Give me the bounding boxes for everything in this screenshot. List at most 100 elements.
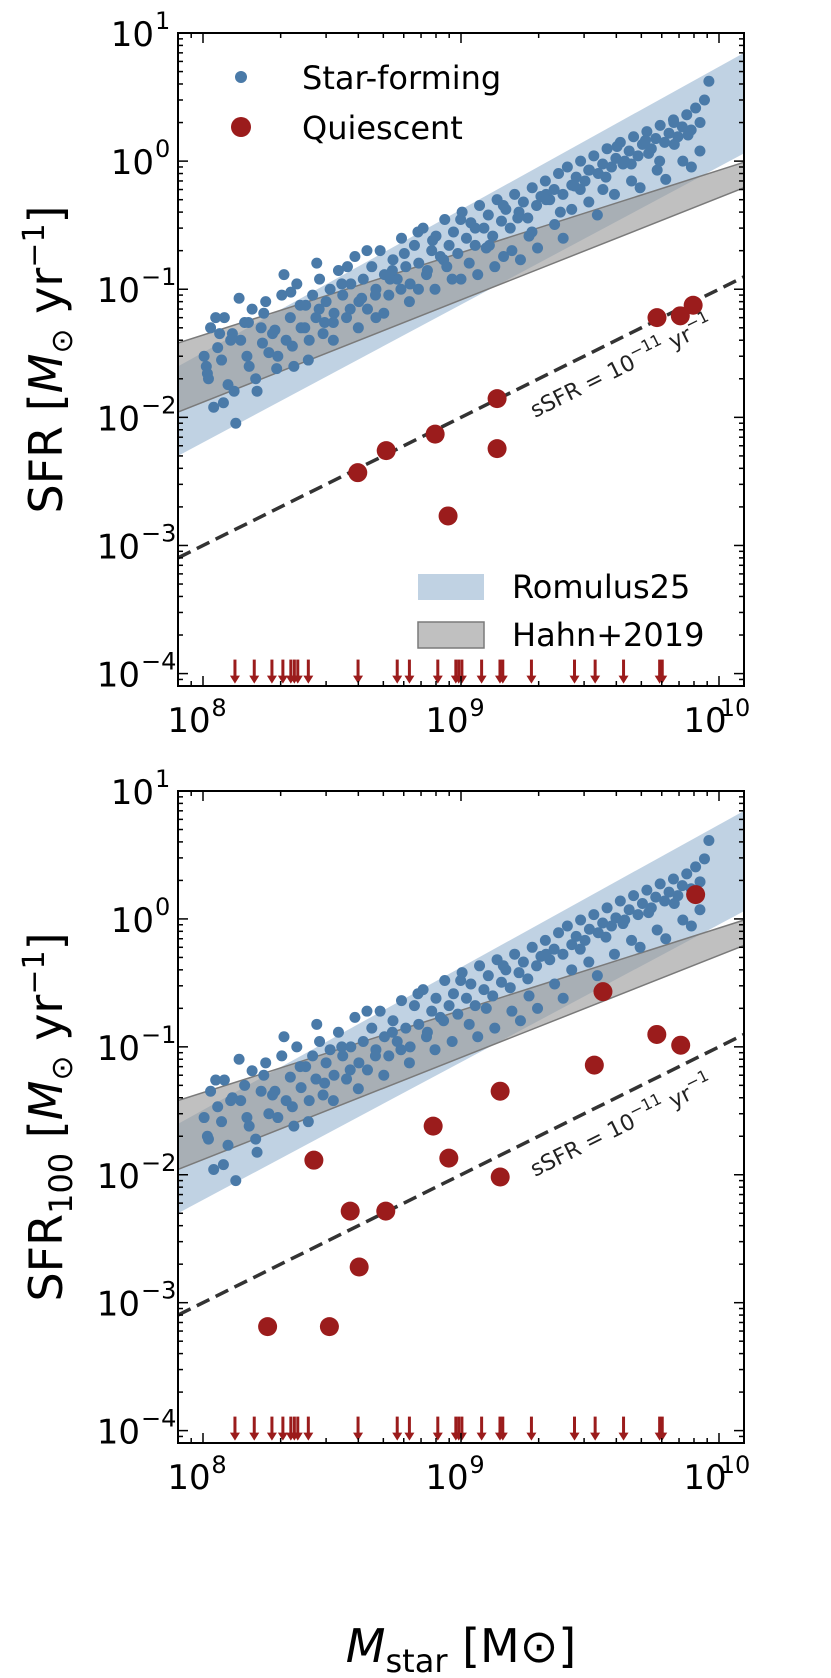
quiescent-point — [348, 463, 368, 483]
star-forming-point — [583, 196, 595, 208]
star-forming-point — [288, 1120, 300, 1132]
star-forming-point — [320, 1057, 332, 1069]
star-forming-point — [313, 303, 325, 315]
star-forming-point — [255, 322, 267, 334]
star-forming-point — [591, 209, 603, 221]
star-forming-point — [427, 235, 439, 247]
star-forming-point — [685, 161, 697, 173]
star-forming-point — [314, 273, 326, 285]
star-forming-point — [570, 930, 582, 942]
star-forming-point — [600, 931, 612, 943]
star-forming-point — [557, 188, 569, 200]
legend-quiescent: Quiescent — [231, 109, 463, 147]
star-forming-point — [349, 251, 361, 263]
x-tick-label: 10 — [167, 701, 210, 741]
star-forming-point — [303, 1095, 315, 1107]
star-forming-point — [291, 1041, 303, 1053]
star-forming-point — [269, 324, 281, 336]
star-forming-point — [369, 289, 381, 301]
quiescent-point — [423, 1116, 443, 1136]
upper-limit-arrow — [590, 659, 601, 684]
upper-limit-arrow — [618, 1416, 629, 1441]
star-forming-point — [233, 292, 245, 304]
star-forming-point — [575, 155, 587, 167]
star-forming-point — [478, 222, 490, 234]
star-forming-point — [447, 988, 459, 1000]
star-forming-point — [198, 350, 210, 362]
star-forming-point — [286, 1101, 298, 1113]
upper-limit-arrow — [392, 1416, 403, 1441]
star-forming-point — [553, 927, 565, 939]
star-forming-point — [583, 956, 595, 968]
star-forming-point — [251, 385, 263, 397]
star-forming-point — [413, 257, 425, 269]
star-forming-point — [299, 322, 311, 334]
star-forming-point — [208, 1163, 220, 1175]
star-forming-point — [554, 206, 566, 218]
star-forming-point — [260, 296, 272, 308]
star-forming-point — [317, 1089, 329, 1101]
upper-limit-arrow — [476, 659, 487, 684]
points — [198, 75, 715, 526]
star-forming-point — [522, 973, 534, 985]
star-forming-point — [426, 1005, 438, 1017]
legend: Star-forming Quiescent Romulus25 Hahn+2019 — [231, 59, 704, 654]
upper-limit-arrow — [497, 659, 508, 684]
star-forming-point — [361, 245, 373, 257]
star-forming-point — [258, 307, 270, 319]
x-tick-exponent: 10 — [720, 694, 751, 722]
star-forming-point — [532, 1002, 544, 1014]
star-forming-point — [601, 143, 613, 155]
legend-label: Hahn+2019 — [512, 616, 704, 654]
star-forming-point — [398, 248, 410, 260]
star-forming-point — [659, 895, 671, 907]
star-forming-point — [307, 1050, 319, 1062]
star-forming-point — [430, 992, 442, 1004]
hahn2019-band — [178, 161, 744, 413]
quiescent-point — [490, 1081, 510, 1101]
quiescent-point — [584, 1055, 604, 1075]
points — [198, 835, 715, 1337]
star-forming-point — [233, 1053, 245, 1065]
star-forming-point — [311, 1018, 323, 1030]
star-forming-point — [497, 200, 509, 212]
star-forming-point — [242, 316, 254, 328]
star-forming-point — [601, 902, 613, 914]
y-tick-exponent: −2 — [141, 1149, 176, 1177]
hahn2019-band — [178, 919, 744, 1171]
star-forming-point — [570, 171, 582, 183]
y-tick-label: 10 — [111, 15, 154, 55]
star-forming-point — [523, 990, 535, 1002]
star-forming-point — [561, 920, 573, 932]
star-forming-point — [200, 360, 212, 372]
star-forming-point — [625, 158, 637, 170]
star-forming-point — [198, 1112, 210, 1124]
star-forming-point — [216, 1116, 228, 1128]
star-forming-point — [241, 1112, 253, 1124]
legend-label: Romulus25 — [512, 568, 690, 606]
legend-star-forming: Star-forming — [235, 59, 501, 97]
star-forming-point — [650, 891, 662, 903]
star-forming-point — [294, 1061, 306, 1073]
y-tick-label: 10 — [97, 527, 140, 567]
star-forming-point — [256, 337, 268, 349]
x-axis-label: Mstar [M⊙] — [346, 1619, 576, 1678]
star-forming-point — [374, 1005, 386, 1017]
star-forming-point — [703, 75, 715, 87]
star-forming-point — [659, 136, 671, 148]
star-forming-point — [681, 868, 693, 880]
legend-hahn2019: Hahn+2019 — [417, 616, 704, 654]
star-forming-point — [408, 1000, 420, 1012]
star-forming-point — [455, 975, 467, 987]
upper-limit-arrow — [292, 1416, 303, 1441]
star-forming-point — [676, 121, 688, 133]
star-forming-point — [218, 1074, 230, 1086]
y-tick-label: 10 — [97, 399, 140, 439]
quiescent-point — [376, 1201, 396, 1221]
star-forming-point — [327, 334, 339, 346]
quiescent-point — [487, 389, 507, 409]
star-forming-point — [246, 303, 258, 315]
star-forming-point — [509, 188, 521, 200]
star-forming-point — [387, 254, 399, 266]
